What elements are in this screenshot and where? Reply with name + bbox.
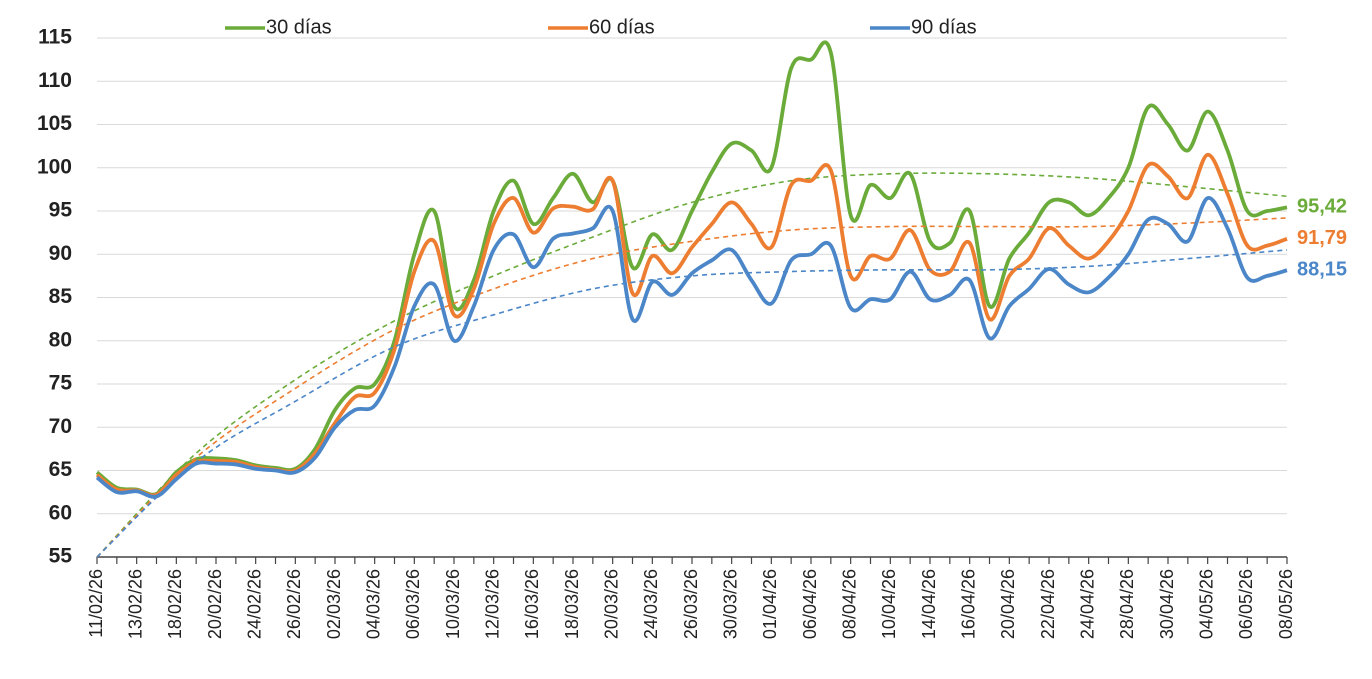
y-tick-label: 70 [49, 415, 72, 438]
y-tick-label: 105 [37, 112, 72, 135]
x-tick-label: 24/02/26 [244, 569, 264, 639]
x-tick-label: 10/03/26 [443, 569, 463, 639]
x-tick-label: 18/03/26 [562, 569, 582, 639]
x-tick-label: 14/04/26 [919, 569, 939, 639]
x-tick-label: 30/04/26 [1157, 569, 1177, 639]
y-tick-label: 110 [38, 69, 72, 92]
y-tick-label: 90 [49, 242, 72, 265]
y-tick-label: 65 [49, 458, 73, 481]
x-tick-label: 06/03/26 [403, 569, 423, 639]
end-value-label: 88,15 [1297, 259, 1347, 281]
x-tick-label: 24/04/26 [1077, 569, 1097, 639]
trend-line [96, 217, 1288, 558]
x-tick-label: 22/04/26 [1038, 569, 1058, 639]
legend-label: 30 días [266, 16, 332, 38]
trend-line [96, 172, 1288, 558]
x-tick-label: 04/03/26 [363, 569, 383, 639]
series-line [95, 196, 1288, 499]
trend-line [96, 249, 1288, 558]
y-tick-label: 95 [49, 199, 73, 222]
x-tick-label: 20/03/26 [601, 569, 621, 639]
x-tick-label: 30/03/26 [720, 569, 740, 639]
y-tick-label: 75 [49, 372, 73, 395]
end-value-label: 91,79 [1297, 227, 1347, 249]
y-tick-label: 80 [49, 328, 72, 351]
x-tick-label: 20/02/26 [205, 569, 225, 639]
y-tick-label: 100 [37, 155, 72, 178]
x-tick-label: 02/03/26 [324, 569, 344, 639]
x-tick-label: 08/05/26 [1276, 569, 1296, 639]
x-tick-label: 08/04/26 [839, 569, 859, 639]
x-tick-label: 04/05/26 [1196, 569, 1216, 639]
x-tick-label: 13/02/26 [125, 569, 145, 639]
x-tick-label: 26/02/26 [284, 569, 304, 639]
legend-label: 60 días [589, 16, 655, 38]
x-tick-label: 12/03/26 [482, 569, 502, 639]
series-line [95, 152, 1288, 498]
y-tick-label: 60 [49, 501, 72, 524]
x-tick-label: 24/03/26 [641, 569, 661, 639]
y-tick-label: 115 [38, 26, 72, 49]
x-tick-label: 06/04/26 [800, 569, 820, 639]
x-tick-label: 20/04/26 [998, 569, 1018, 639]
end-value-label: 95,42 [1297, 196, 1347, 218]
y-tick-label: 85 [49, 285, 73, 308]
x-tick-label: 16/04/26 [958, 569, 978, 639]
x-tick-label: 18/02/26 [165, 569, 185, 639]
x-tick-label: 06/05/26 [1236, 569, 1256, 639]
legend-label: 90 días [911, 16, 977, 38]
x-tick-label: 28/04/26 [1117, 569, 1137, 639]
y-tick-label: 55 [49, 545, 73, 568]
x-tick-label: 10/04/26 [879, 569, 899, 639]
x-tick-label: 26/03/26 [681, 569, 701, 639]
x-tick-label: 11/02/26 [86, 569, 106, 638]
x-tick-label: 01/04/26 [760, 569, 780, 639]
x-tick-label: 16/03/26 [522, 569, 542, 639]
